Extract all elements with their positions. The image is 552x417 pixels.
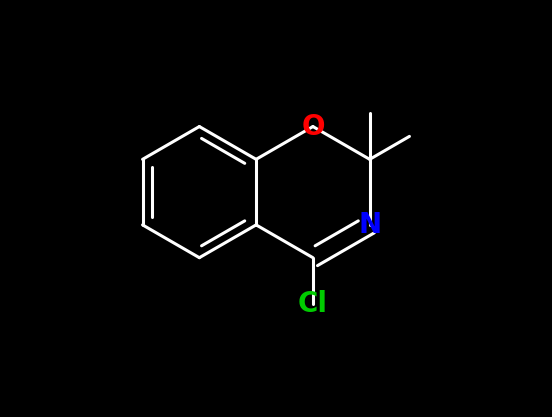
Text: N: N: [358, 211, 381, 239]
Text: Cl: Cl: [298, 289, 328, 318]
Text: O: O: [301, 113, 325, 141]
